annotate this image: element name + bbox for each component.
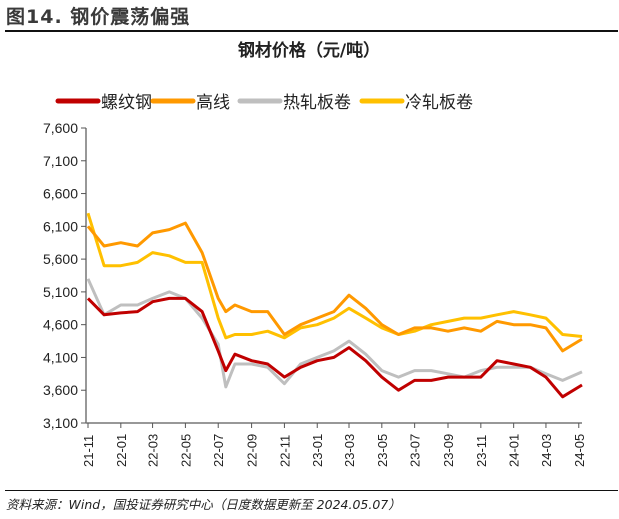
series-line-3: [86, 278, 583, 389]
y-tick-label: 3,100: [43, 415, 78, 431]
y-tick-label: 7,100: [43, 153, 78, 169]
x-tick-label: 24-01: [507, 434, 522, 467]
x-tick-label: 23-05: [375, 434, 390, 467]
x-tick-label: 22-03: [146, 434, 161, 467]
legend-label: 冷轧板卷: [405, 93, 473, 113]
title-divider: [5, 30, 618, 32]
y-tick-label: 6,100: [43, 218, 78, 234]
source-note: 资料来源：Wind，国投证券研究中心（日度数据更新至 2024.05.07）: [6, 497, 401, 512]
y-tick-label: 4,100: [43, 349, 78, 365]
legend-label: 热轧板卷: [283, 93, 351, 113]
series-line-1: [86, 296, 583, 399]
y-tick-label: 3,600: [43, 382, 78, 398]
y-tick-label: 7,600: [43, 120, 78, 136]
series-line-2: [86, 221, 583, 353]
footer-divider: [5, 490, 618, 491]
x-tick-label: 22-11: [277, 435, 292, 467]
x-tick-label: 22-09: [245, 434, 260, 467]
x-tick-label: 23-09: [441, 434, 456, 467]
x-tick-label: 22-05: [178, 434, 193, 467]
series-line-4: [86, 212, 583, 340]
x-tick-label: 23-01: [310, 434, 325, 467]
x-tick-label: 22-07: [211, 434, 226, 467]
y-tick-label: 4,600: [43, 317, 78, 333]
x-tick-label: 22-01: [114, 434, 129, 467]
y-tick-label: 5,600: [43, 251, 78, 267]
legend-label: 螺纹钢: [101, 93, 152, 113]
y-tick-label: 5,100: [43, 284, 78, 300]
legend: 螺纹钢 高线 热轧板卷 冷轧板卷: [55, 93, 473, 113]
x-tick-label: 24-05: [572, 434, 587, 467]
x-tick-label: 23-03: [342, 434, 357, 467]
chart-title: 钢材价格（元/吨）: [238, 40, 380, 61]
x-tick-label: 23-07: [408, 434, 423, 467]
y-tick-label: 6,600: [43, 186, 78, 202]
figure-title: 图14. 钢价震荡偏强: [6, 6, 191, 28]
series-lines: [86, 212, 583, 399]
x-tick-label: 24-03: [539, 434, 554, 467]
legend-label: 高线: [196, 93, 230, 113]
x-tick-label: 23-11: [474, 435, 489, 467]
x-tick-label: 21-11: [81, 435, 96, 467]
axes: 3,100 3,600 4,100 4,600 5,100 5,600 6,100 6,600…: [43, 120, 587, 467]
